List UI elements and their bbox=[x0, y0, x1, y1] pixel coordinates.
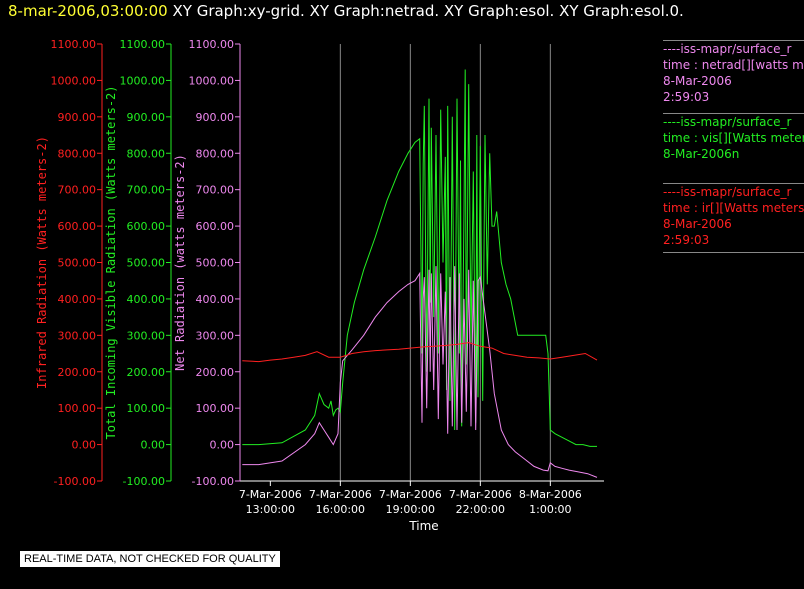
y-tick-label-net-4: 700.00 bbox=[196, 184, 235, 197]
y-axis-label-ir: Infrared Radiation (Watts meters-2) bbox=[35, 136, 49, 389]
y-tick-label-ir-12: -100.00 bbox=[54, 475, 96, 488]
y-tick-label-vis-10: 100.00 bbox=[127, 402, 166, 415]
y-tick-label-net-12: -100.00 bbox=[192, 475, 234, 488]
legend-netrad: ----iss-mapr/surface_r time : netrad[][w… bbox=[663, 40, 804, 105]
series-line-vis bbox=[242, 69, 597, 447]
y-tick-label-net-10: 100.00 bbox=[196, 402, 235, 415]
legend-vis-line-0: ----iss-mapr/surface_r bbox=[663, 115, 792, 129]
chart-title: 8-mar-2006,03:00:00 XY Graph:xy-grid. XY… bbox=[8, 2, 684, 20]
y-tick-label-vis-0: 1100.00 bbox=[120, 38, 166, 51]
y-tick-label-vis-8: 300.00 bbox=[127, 329, 166, 342]
y-tick-label-ir-10: 100.00 bbox=[58, 402, 97, 415]
legend-vis-line-1: time : vis[][Watts meter bbox=[663, 131, 804, 145]
legend-ir-line-3: 2:59:03 bbox=[663, 233, 710, 247]
x-tick-label-3-1: 22:00:00 bbox=[456, 503, 505, 516]
y-tick-label-net-5: 600.00 bbox=[196, 220, 235, 233]
y-tick-label-net-8: 300.00 bbox=[196, 329, 235, 342]
x-tick-label-2-1: 19:00:00 bbox=[386, 503, 435, 516]
x-tick-label-3-0: 7-Mar-2006 bbox=[449, 488, 512, 501]
y-tick-label-ir-3: 800.00 bbox=[58, 147, 97, 160]
y-tick-label-vis-6: 500.00 bbox=[127, 257, 166, 270]
y-tick-label-net-2: 900.00 bbox=[196, 111, 235, 124]
x-tick-label-1-1: 16:00:00 bbox=[316, 503, 365, 516]
legend-netrad-line-2: 8-Mar-2006 bbox=[663, 74, 732, 88]
y-tick-label-ir-0: 1100.00 bbox=[51, 38, 97, 51]
title-date: 8-mar-2006,03:00:00 bbox=[8, 2, 168, 20]
legend-ir-line-1: time : ir[][Watts meters bbox=[663, 201, 804, 215]
y-tick-label-vis-1: 1000.00 bbox=[120, 74, 166, 87]
y-tick-label-net-6: 500.00 bbox=[196, 257, 235, 270]
title-graphs: XY Graph:xy-grid. XY Graph:netrad. XY Gr… bbox=[172, 2, 684, 20]
legend-vis: ----iss-mapr/surface_r time : vis[][Watt… bbox=[663, 113, 804, 162]
x-tick-label-2-0: 7-Mar-2006 bbox=[379, 488, 442, 501]
y-tick-label-ir-5: 600.00 bbox=[58, 220, 97, 233]
y-tick-label-ir-6: 500.00 bbox=[58, 257, 97, 270]
y-tick-label-net-9: 200.00 bbox=[196, 366, 235, 379]
y-tick-label-vis-3: 800.00 bbox=[127, 147, 166, 160]
y-tick-label-net-0: 1100.00 bbox=[189, 38, 235, 51]
y-tick-label-vis-2: 900.00 bbox=[127, 111, 166, 124]
y-tick-label-net-1: 1000.00 bbox=[189, 74, 235, 87]
x-tick-label-0-0: 7-Mar-2006 bbox=[239, 488, 302, 501]
y-tick-label-vis-9: 200.00 bbox=[127, 366, 166, 379]
legend-ir: ----iss-mapr/surface_r time : ir[][Watts… bbox=[663, 183, 804, 253]
y-tick-label-vis-5: 600.00 bbox=[127, 220, 166, 233]
legend-vis-line-2: 8-Mar-2006n bbox=[663, 147, 740, 161]
series-line-ir bbox=[242, 342, 598, 363]
legend-netrad-line-1: time : netrad[][watts m bbox=[663, 58, 804, 72]
y-tick-label-net-7: 400.00 bbox=[196, 293, 235, 306]
y-tick-label-vis-7: 400.00 bbox=[127, 293, 166, 306]
y-tick-label-ir-9: 200.00 bbox=[58, 366, 97, 379]
y-tick-label-net-3: 800.00 bbox=[196, 147, 235, 160]
legend-netrad-line-3: 2:59:03 bbox=[663, 90, 710, 104]
x-tick-label-1-0: 7-Mar-2006 bbox=[309, 488, 372, 501]
y-tick-label-net-11: 0.00 bbox=[210, 439, 235, 452]
y-tick-label-ir-1: 1000.00 bbox=[51, 74, 97, 87]
quality-disclaimer: REAL-TIME DATA, NOT CHECKED FOR QUALITY bbox=[20, 551, 280, 567]
x-tick-label-4-1: 1:00:00 bbox=[529, 503, 571, 516]
y-tick-label-ir-8: 300.00 bbox=[58, 329, 97, 342]
x-tick-label-4-0: 8-Mar-2006 bbox=[519, 488, 582, 501]
series-line-net bbox=[242, 266, 598, 478]
y-tick-label-ir-11: 0.00 bbox=[72, 439, 97, 452]
y-axis-label-vis: Total Incoming Visible Radiation (Watts … bbox=[104, 85, 118, 439]
legend-ir-line-0: ----iss-mapr/surface_r bbox=[663, 185, 792, 199]
y-tick-label-vis-11: 0.00 bbox=[141, 439, 166, 452]
y-tick-label-vis-4: 700.00 bbox=[127, 184, 166, 197]
y-tick-label-ir-4: 700.00 bbox=[58, 184, 97, 197]
legend-netrad-line-0: ----iss-mapr/surface_r bbox=[663, 42, 792, 56]
x-tick-label-0-1: 13:00:00 bbox=[246, 503, 295, 516]
y-axis-label-net: Net Radiation (watts meters-2) bbox=[173, 154, 187, 371]
legend-ir-line-2: 8-Mar-2006 bbox=[663, 217, 732, 231]
x-axis-label: Time bbox=[408, 519, 438, 533]
y-tick-label-ir-2: 900.00 bbox=[58, 111, 97, 124]
y-tick-label-ir-7: 400.00 bbox=[58, 293, 97, 306]
y-tick-label-vis-12: -100.00 bbox=[123, 475, 165, 488]
